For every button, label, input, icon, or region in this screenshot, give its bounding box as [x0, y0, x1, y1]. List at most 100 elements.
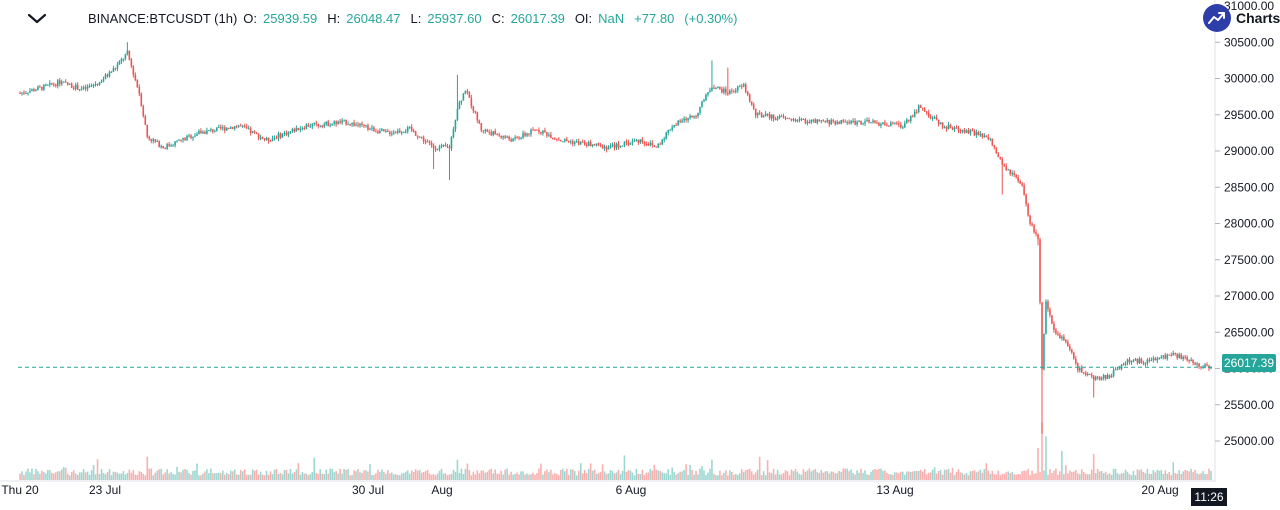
candle-body	[293, 129, 296, 132]
volume-bar	[540, 463, 542, 480]
candle-body	[1035, 232, 1037, 235]
volume-bar	[902, 471, 904, 480]
volume-bar	[705, 474, 707, 480]
volume-bar	[573, 470, 576, 480]
volume-bar	[830, 471, 833, 480]
candle-body	[703, 100, 705, 102]
candle-body	[657, 143, 660, 148]
candle-body	[303, 128, 306, 130]
volume-bar	[808, 468, 811, 480]
volume-bar	[51, 472, 53, 480]
volume-bar	[146, 456, 149, 480]
volume-bar	[874, 469, 876, 480]
volume-bar	[691, 470, 693, 480]
volume-bar	[1166, 473, 1169, 480]
candle-body	[637, 139, 640, 143]
candle-body	[615, 143, 618, 148]
volume-bar	[951, 467, 954, 480]
candle-body	[754, 108, 757, 116]
volume-bar	[1180, 474, 1182, 480]
candle-body	[997, 153, 1000, 157]
volume-bar	[1009, 473, 1011, 480]
candle-body	[53, 84, 55, 86]
volume-bar	[516, 472, 518, 480]
volume-bar	[450, 474, 453, 480]
candle-body	[400, 132, 403, 134]
volume-bar	[896, 472, 898, 480]
trend-up-icon	[1208, 12, 1225, 24]
volume-bar	[685, 464, 687, 480]
volume-bar	[880, 468, 882, 480]
candle-body	[923, 108, 926, 112]
volume-bar	[534, 474, 536, 480]
volume-bar	[1094, 472, 1097, 480]
volume-bar	[697, 474, 699, 480]
candle-body	[764, 113, 767, 117]
candle-body	[969, 129, 972, 134]
volume-bar	[786, 471, 789, 480]
candle-body	[530, 129, 532, 134]
volume-bar	[854, 474, 856, 480]
volume-bar	[760, 475, 763, 480]
collapse-header-button[interactable]	[24, 6, 50, 32]
volume-bar	[935, 473, 938, 480]
volume-bar	[456, 459, 459, 480]
candle-body	[1086, 374, 1089, 376]
volume-bar	[595, 473, 598, 480]
candle-body	[359, 123, 361, 126]
volume-bar	[434, 475, 437, 480]
candle-body	[711, 87, 713, 91]
candle-body	[1051, 315, 1053, 324]
volume-bar	[367, 471, 369, 480]
candle-body	[37, 86, 39, 90]
volume-bar	[607, 473, 610, 480]
volume-bar	[746, 469, 749, 480]
candle-body	[1023, 185, 1025, 195]
volume-bar	[118, 473, 121, 480]
brand-logo[interactable]	[1203, 4, 1231, 32]
candle-body	[709, 90, 711, 93]
candle-body	[126, 50, 129, 55]
candle-body	[848, 121, 850, 124]
volume-bar	[49, 470, 51, 480]
volume-bar	[872, 469, 874, 480]
volume-bar	[542, 474, 544, 480]
candle-body	[1106, 375, 1109, 379]
candlesticks	[19, 42, 1212, 434]
candle-body	[538, 130, 540, 133]
candle-body	[150, 138, 153, 141]
volume-bar	[196, 463, 198, 480]
candle-body	[844, 121, 846, 123]
candle-body	[422, 137, 425, 142]
symbol-label[interactable]: BINANCE:BTCUSDT (1h)	[88, 11, 238, 26]
volume-bar	[279, 472, 282, 480]
volume-bar	[828, 473, 831, 480]
candle-body	[677, 120, 679, 126]
volume-bar	[1100, 470, 1103, 480]
volume-bar	[961, 472, 964, 480]
candle-body	[138, 87, 141, 94]
volume-bar	[212, 473, 214, 480]
candle-body	[846, 121, 848, 123]
x-tick-label: 13 Aug	[876, 483, 913, 497]
candle-body	[987, 137, 990, 140]
candle-body	[786, 117, 789, 119]
volume-bar	[941, 474, 944, 480]
candle-body	[1168, 354, 1171, 356]
candle-body	[1192, 359, 1194, 363]
candle-body	[1047, 301, 1049, 310]
volume-bar	[890, 474, 892, 480]
candle-body	[164, 148, 166, 150]
volume-bar	[1092, 453, 1095, 480]
volume-bar	[154, 472, 157, 480]
volume-bar	[818, 472, 821, 480]
volume-bar	[355, 471, 357, 480]
candle-body	[719, 86, 721, 89]
candle-body	[496, 133, 498, 135]
volume-bar	[100, 469, 103, 480]
volume-bar	[838, 470, 840, 480]
volume-bar	[1090, 469, 1093, 480]
volume-bar	[514, 473, 516, 480]
candle-body	[128, 50, 131, 60]
